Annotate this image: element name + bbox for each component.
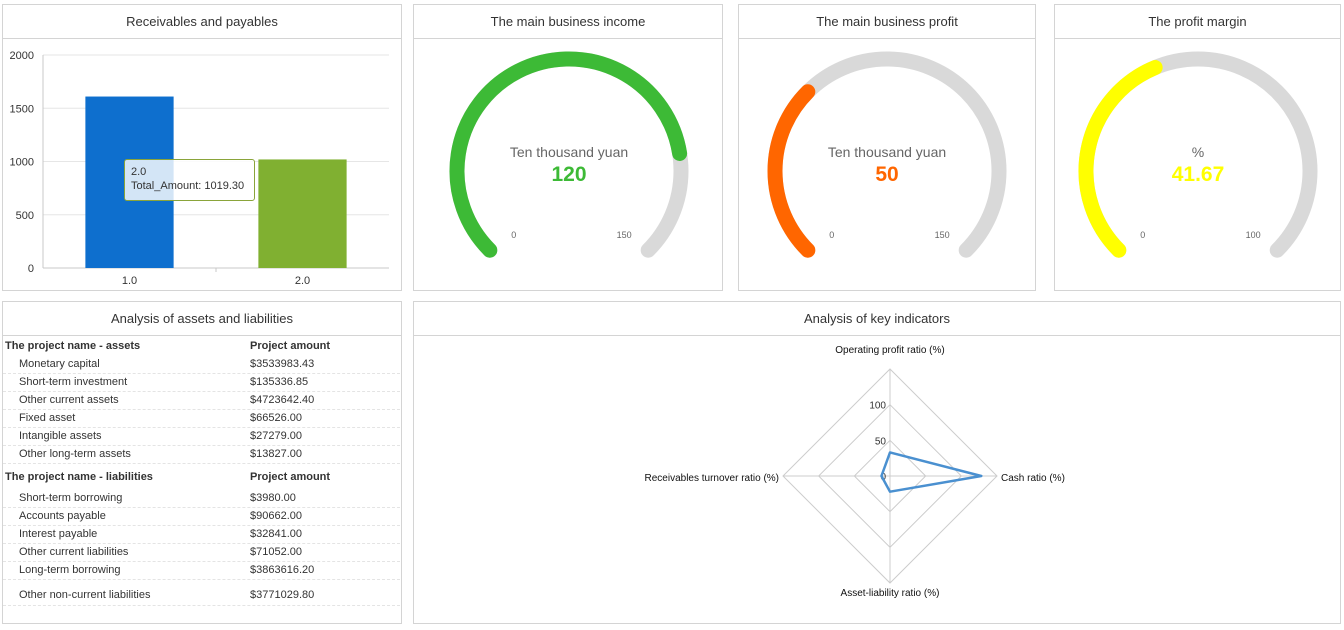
gauge-value-arc xyxy=(1078,60,1163,258)
gauge-value-arc xyxy=(449,51,688,258)
asset-row: Short-term investment $135336.85 xyxy=(3,374,400,392)
gauge-unit: % xyxy=(1192,144,1204,160)
gauge-value: 120 xyxy=(551,163,586,186)
gauge-unit: Ten thousand yuan xyxy=(510,144,628,160)
assets-header-row: The project name - assets Project amount xyxy=(3,336,400,356)
radar-series xyxy=(880,451,983,493)
asset-row: Intangible assets $27279.00 xyxy=(3,428,400,446)
radar-axis-label: Receivables turnover ratio (%) xyxy=(645,473,780,484)
asset-row: Other long-term assets $13827.00 xyxy=(3,446,400,464)
liability-name: Other current liabilities xyxy=(19,546,129,558)
tooltip-category: 2.0 xyxy=(131,166,147,178)
tooltip-value: Total_Amount: 1019.30 xyxy=(131,180,245,192)
income-gauge: Ten thousand yuan 120 0 150 xyxy=(449,51,689,258)
asset-amount: $135336.85 xyxy=(250,376,309,388)
profit-gauge: Ten thousand yuan 50 0 150 xyxy=(767,51,1007,258)
liability-name: Interest payable xyxy=(19,528,98,540)
panel-title: Receivables and payables xyxy=(3,5,401,39)
assets-panel: Analysis of assets and liabilities The p… xyxy=(2,301,402,624)
liability-name: Long-term borrowing xyxy=(19,564,121,576)
y-tick-label: 1000 xyxy=(10,157,34,169)
asset-amount: $4723642.40 xyxy=(250,394,315,406)
y-tick-label: 1500 xyxy=(10,103,34,115)
assets-table: The project name - assets Project amount… xyxy=(3,336,400,606)
asset-amount: $27279.00 xyxy=(250,430,302,442)
y-tick-label: 2000 xyxy=(10,50,34,62)
receivables-panel: Receivables and payables 0 500 1000 1500 200… xyxy=(2,4,402,291)
asset-name: Other current assets xyxy=(19,394,119,406)
liability-row: Interest payable $32841.00 xyxy=(3,526,400,544)
panel-title: The profit margin xyxy=(1055,5,1340,39)
gauge-max-label: 150 xyxy=(935,230,950,240)
chart-tooltip: 2.0 Total_Amount: 1019.30 xyxy=(124,159,255,201)
liabilities-header-amount: Project amount xyxy=(250,471,331,483)
panel-title: Analysis of assets and liabilities xyxy=(3,302,401,336)
liability-row: Long-term borrowing $3863616.20 xyxy=(3,562,400,580)
assets-header-name: The project name - assets xyxy=(5,340,141,352)
panel-title: Analysis of key indicators xyxy=(414,302,1340,336)
asset-row: Other current assets $4723642.40 xyxy=(3,392,400,410)
gauge-min-label: 0 xyxy=(511,230,516,240)
liability-row: Short-term borrowing $3980.00 xyxy=(3,490,400,508)
asset-row: Fixed asset $66526.00 xyxy=(3,410,400,428)
radar-axis-label: Operating profit ratio (%) xyxy=(835,345,945,356)
radar-tick-label: 100 xyxy=(869,401,886,412)
radar-axis-label: Asset-liability ratio (%) xyxy=(841,588,940,599)
panel-title: The main business income xyxy=(414,5,722,39)
gauge-value: 41.67 xyxy=(1172,163,1225,186)
gauge-value-arc xyxy=(767,84,816,258)
x-tick-label: 2.0 xyxy=(295,275,310,287)
liability-amount: $71052.00 xyxy=(250,546,302,558)
bar[interactable] xyxy=(258,159,347,268)
liability-row: Accounts payable $90662.00 xyxy=(3,508,400,526)
radar-axis-label: Cash ratio (%) xyxy=(1001,473,1065,484)
liability-amount: $32841.00 xyxy=(250,528,302,540)
panel-title: The main business profit xyxy=(739,5,1035,39)
liability-amount: $3771029.80 xyxy=(250,589,315,601)
gauge-max-label: 100 xyxy=(1246,230,1261,240)
asset-amount: $13827.00 xyxy=(250,448,302,460)
assets-header-amount: Project amount xyxy=(250,340,331,352)
liability-name: Accounts payable xyxy=(19,510,106,522)
y-tick-label: 500 xyxy=(16,210,34,222)
liabilities-header-row: The project name - liabilities Project a… xyxy=(3,464,400,490)
liability-amount: $3980.00 xyxy=(250,492,296,504)
margin-gauge: % 41.67 0 100 xyxy=(1078,51,1318,258)
liability-name: Other non-current liabilities xyxy=(19,589,151,601)
profit-panel: The main business profit Ten thousand yu… xyxy=(738,4,1036,291)
margin-panel: The profit margin % 41.67 0 100 xyxy=(1054,4,1341,291)
liabilities-header-name: The project name - liabilities xyxy=(5,471,153,483)
gauge-unit: Ten thousand yuan xyxy=(828,144,946,160)
gauge-min-label: 0 xyxy=(829,230,834,240)
gauge-value: 50 xyxy=(875,163,898,186)
liability-name: Short-term borrowing xyxy=(19,492,123,504)
asset-name: Short-term investment xyxy=(19,376,128,388)
asset-name: Other long-term assets xyxy=(19,448,131,460)
asset-name: Fixed asset xyxy=(19,412,76,424)
gauge-max-label: 150 xyxy=(617,230,632,240)
gauge-min-label: 0 xyxy=(1140,230,1145,240)
asset-row: Monetary capital $3533983.43 xyxy=(3,356,400,374)
y-tick-label: 0 xyxy=(28,263,34,275)
indicators-panel: Analysis of key indicators 0 50 100 Operati… xyxy=(413,301,1341,624)
asset-name: Monetary capital xyxy=(19,358,100,370)
liability-amount: $90662.00 xyxy=(250,510,302,522)
x-tick-label: 1.0 xyxy=(122,275,137,287)
liability-row: Other non-current liabilities $3771029.80 xyxy=(3,580,400,606)
income-panel: The main business income Ten thousand yu… xyxy=(413,4,723,291)
liability-amount: $3863616.20 xyxy=(250,564,315,576)
asset-amount: $3533983.43 xyxy=(250,358,315,370)
liability-row: Other current liabilities $71052.00 xyxy=(3,544,400,562)
radar-tick-label: 50 xyxy=(875,436,887,447)
asset-name: Intangible assets xyxy=(19,430,102,442)
asset-amount: $66526.00 xyxy=(250,412,302,424)
